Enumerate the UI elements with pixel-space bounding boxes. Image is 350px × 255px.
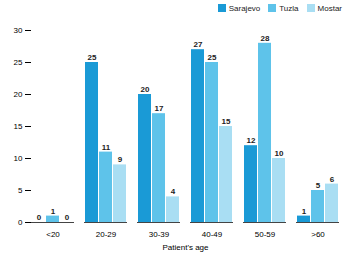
svg-text:9: 9 (118, 155, 123, 164)
svg-text:0: 0 (65, 213, 70, 222)
svg-text:1: 1 (302, 207, 307, 216)
svg-text:6: 6 (330, 175, 335, 184)
svg-text:10: 10 (14, 154, 23, 163)
svg-text:0: 0 (37, 213, 42, 222)
svg-text:27: 27 (194, 40, 203, 49)
svg-text:50-59: 50-59 (255, 230, 276, 239)
svg-text:<20: <20 (46, 230, 60, 239)
svg-text:12: 12 (247, 136, 256, 145)
html-text:Mostar: Mostar (317, 3, 342, 13)
html-text:Sarajevo: Sarajevo (228, 3, 261, 13)
svg-text:15: 15 (14, 122, 23, 131)
svg-text:20-29: 20-29 (96, 230, 117, 239)
svg-text:10: 10 (275, 149, 284, 158)
svg-text:17: 17 (155, 104, 164, 113)
svg-text:11: 11 (102, 143, 111, 152)
svg-text:1: 1 (51, 207, 56, 216)
svg-text:0: 0 (18, 218, 23, 227)
svg-text:25: 25 (14, 58, 23, 67)
svg-text:28: 28 (261, 34, 270, 43)
svg-text:25: 25 (208, 53, 217, 62)
svg-text:20: 20 (141, 85, 150, 94)
svg-text:5: 5 (18, 186, 23, 195)
svg-text:4: 4 (171, 187, 176, 196)
svg-text:25: 25 (88, 53, 97, 62)
svg-text:40-49: 40-49 (202, 230, 223, 239)
html-text:Tuzla: Tuzla (279, 3, 299, 13)
svg-text:>60: >60 (311, 230, 325, 239)
svg-text:15: 15 (222, 117, 231, 126)
svg-text:20: 20 (14, 90, 23, 99)
svg-text:5: 5 (316, 181, 321, 190)
svg-text:30-39: 30-39 (149, 230, 170, 239)
svg-text:30: 30 (14, 26, 23, 35)
svg-text:Patient's age: Patient's age (162, 243, 209, 252)
